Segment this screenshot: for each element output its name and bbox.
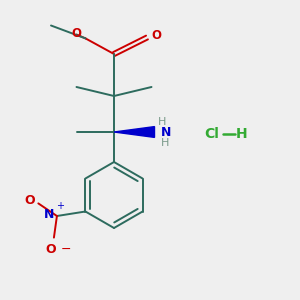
Text: O: O [46,243,56,256]
Text: H: H [236,127,247,140]
Text: O: O [71,27,82,40]
Text: H: H [158,117,166,128]
Text: H: H [161,137,170,148]
Text: +: + [56,201,64,212]
Text: O: O [25,194,35,207]
Text: N: N [44,208,55,221]
Text: Cl: Cl [204,127,219,140]
Polygon shape [114,127,154,137]
Text: N: N [161,125,172,139]
Text: O: O [152,29,161,42]
Text: −: − [61,243,71,256]
